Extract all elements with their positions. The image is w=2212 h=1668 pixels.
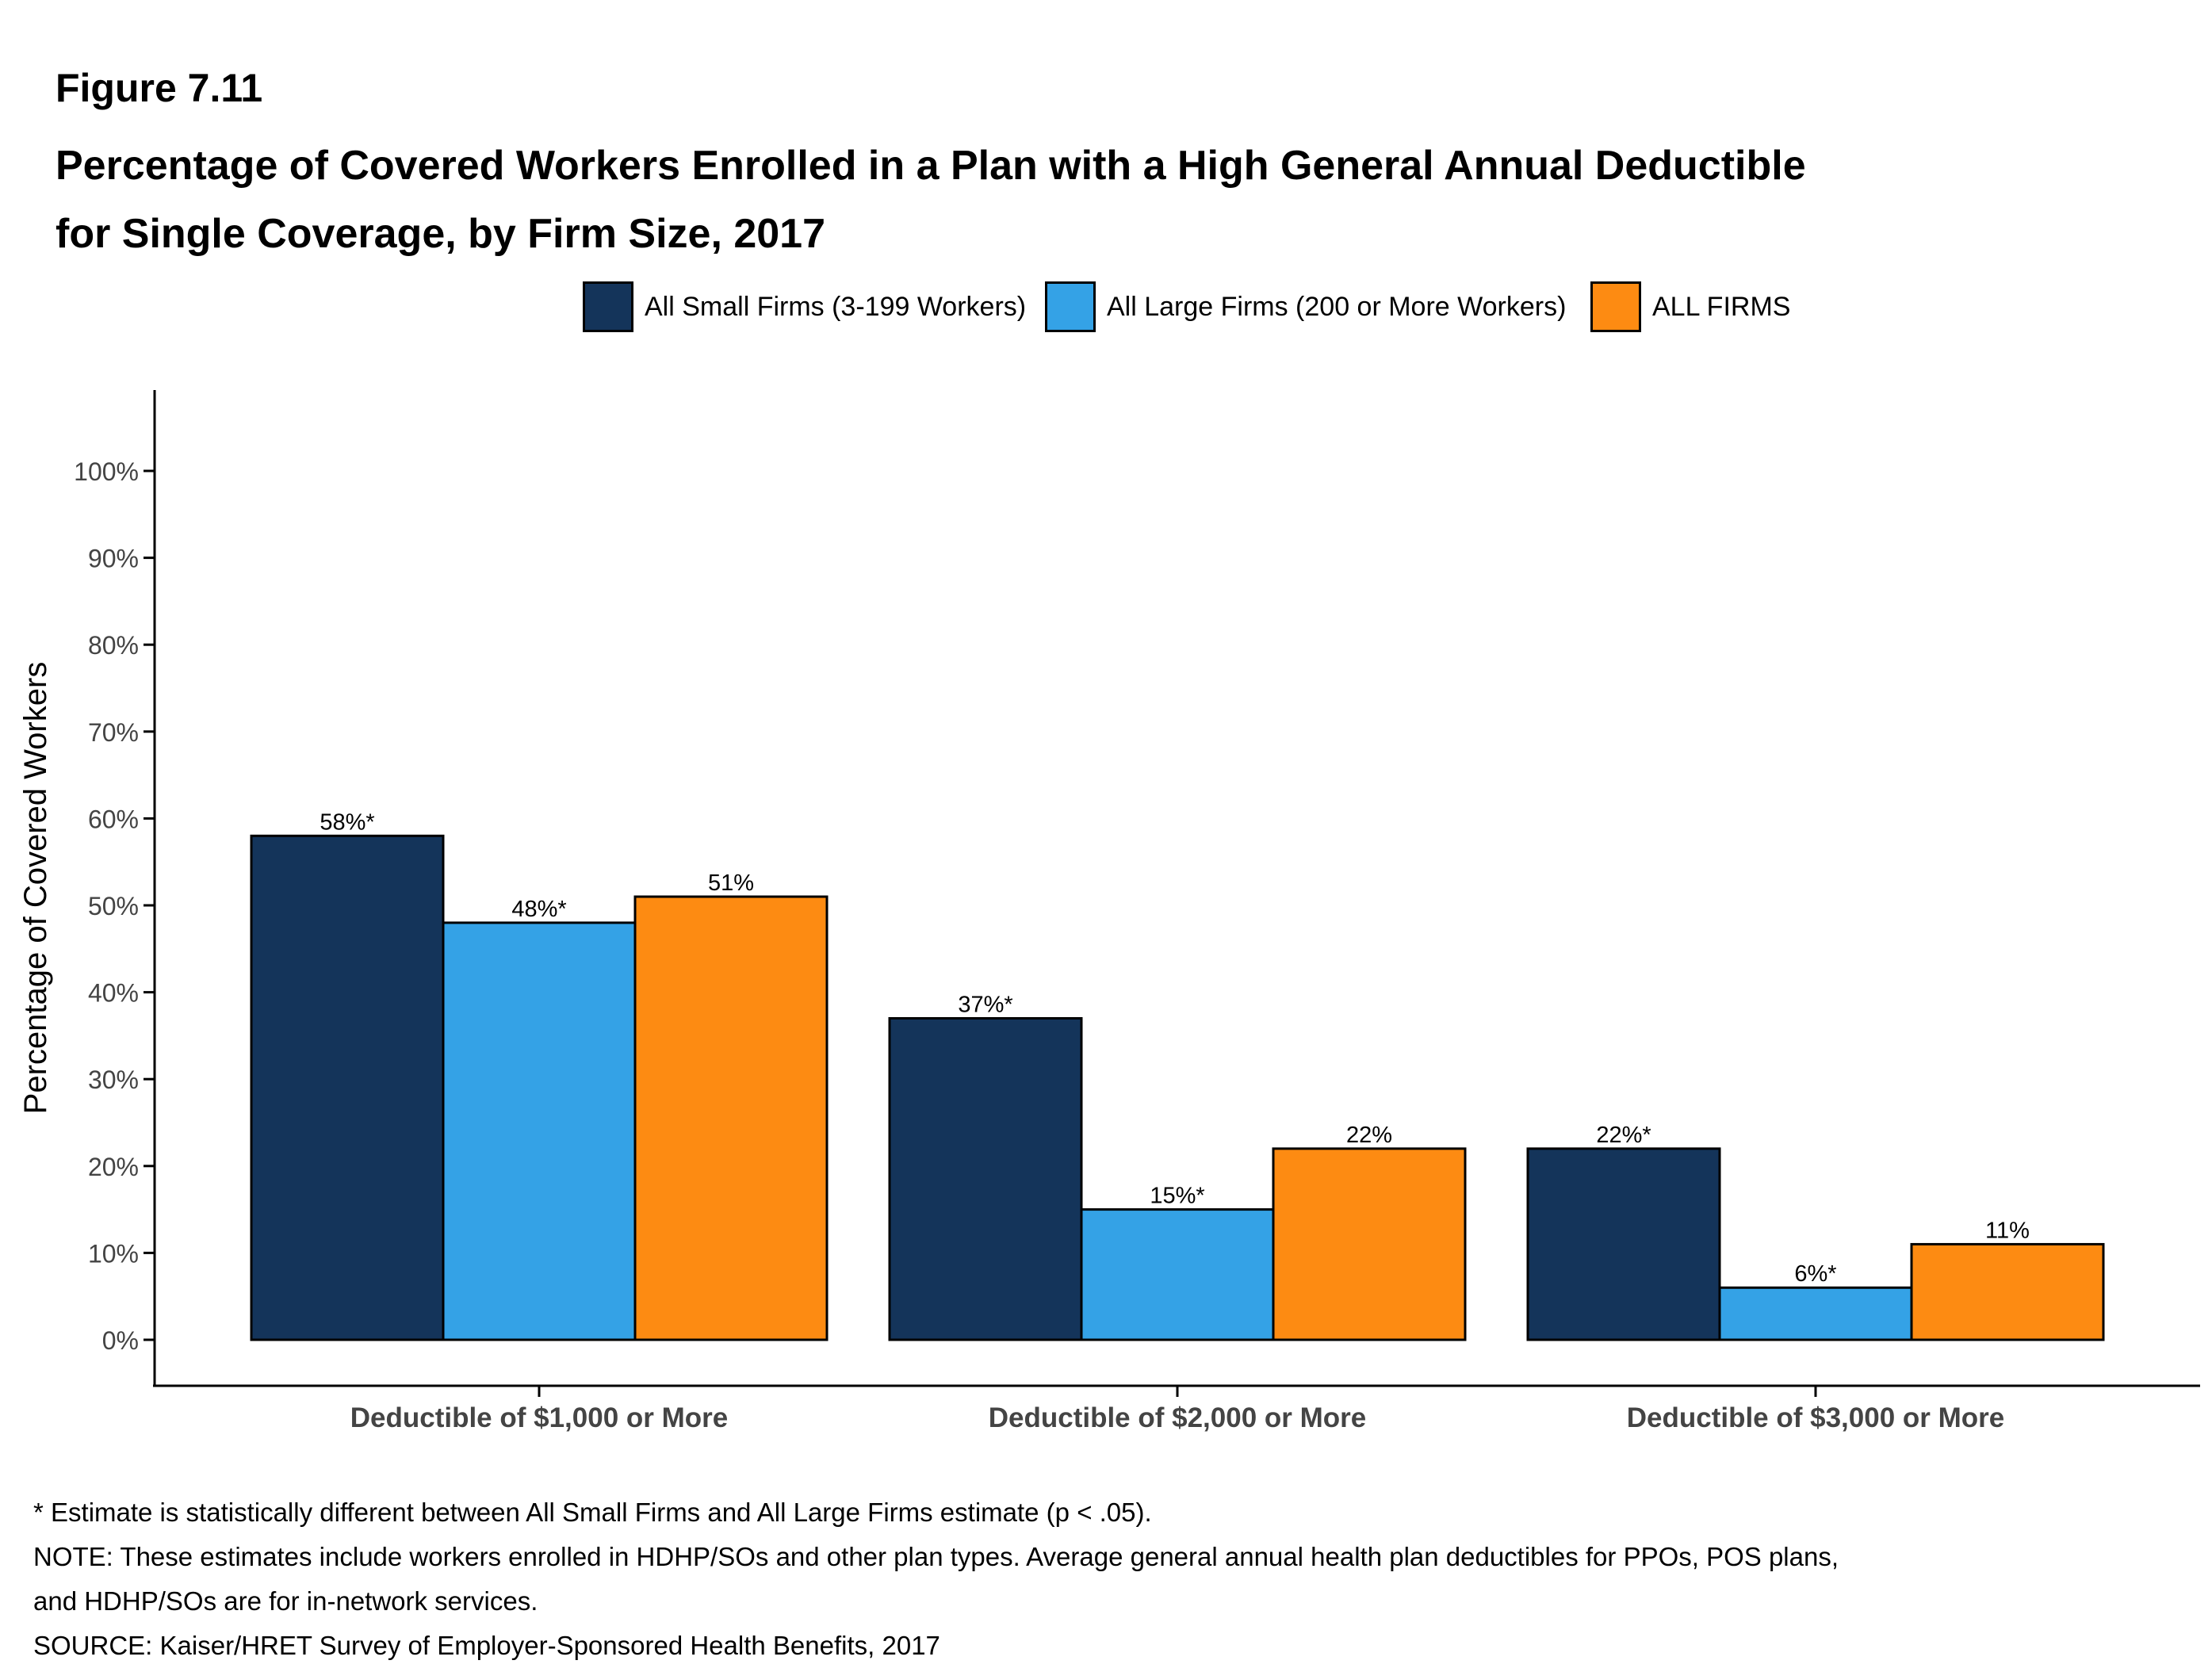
bar <box>1272 1147 1467 1341</box>
footnote-significance: * Estimate is statistically different be… <box>33 1498 1152 1527</box>
footnotes: * Estimate is statistically different be… <box>33 1490 1839 1668</box>
legend-item-small-firms: All Small Firms (3-199 Workers) <box>583 277 1026 336</box>
chart-title: Percentage of Covered Workers Enrolled i… <box>55 132 2117 268</box>
x-tick-label: Deductible of $3,000 or More <box>1627 1402 2005 1433</box>
y-tick-label: 40% <box>88 979 139 1008</box>
bar <box>1910 1242 2105 1341</box>
bar-data-label: 15%* <box>1150 1184 1204 1209</box>
footnote-note-line-2: and HDHP/SOs are for in-network services… <box>33 1586 538 1616</box>
y-tick-label: 70% <box>88 718 139 747</box>
y-tick-label: 80% <box>88 631 139 660</box>
y-tick-label: 50% <box>88 892 139 920</box>
y-tick-label: 100% <box>74 457 139 486</box>
legend-item-large-firms: All Large Firms (200 or More Workers) <box>1045 277 1566 336</box>
title-line-1: Percentage of Covered Workers Enrolled i… <box>55 143 1806 189</box>
bar <box>1718 1286 1913 1341</box>
y-tick-label: 20% <box>88 1153 139 1181</box>
bar <box>888 1016 1083 1341</box>
bar <box>633 895 829 1341</box>
x-tick-label: Deductible of $2,000 or More <box>989 1402 1367 1433</box>
y-tick-label: 90% <box>88 545 139 573</box>
figure-label: Figure 7.11 <box>55 66 263 110</box>
bar-data-label: 58%* <box>320 809 374 835</box>
legend-label-large-firms: All Large Firms (200 or More Workers) <box>1107 291 1567 322</box>
bar-data-label: 51% <box>708 870 754 896</box>
bar <box>442 921 637 1341</box>
bar-data-label: 22%* <box>1596 1123 1651 1148</box>
bar-data-label: 11% <box>1985 1218 2030 1243</box>
legend-label-small-firms: All Small Firms (3-199 Workers) <box>645 291 1027 322</box>
y-tick-label: 60% <box>88 805 139 833</box>
footnote-source: SOURCE: Kaiser/HRET Survey of Employer-S… <box>33 1631 940 1660</box>
legend-swatch-all-firms <box>1590 281 1641 332</box>
bar-data-label: 48%* <box>511 897 566 922</box>
bar-chart: 0% 10% 20% 30% 40% 50% 60% 70% 80% 90% 100% Percent… <box>18 390 2200 1433</box>
y-tick-label: 10% <box>88 1239 139 1268</box>
legend-item-all-firms: ALL FIRMS <box>1590 277 1790 336</box>
bar <box>1526 1147 1721 1341</box>
y-tick-label: 30% <box>88 1065 139 1094</box>
legend: All Small Firms (3-199 Workers) All Larg… <box>0 277 2212 336</box>
y-tick-label: 0% <box>102 1326 139 1355</box>
footnote-note-line-1: NOTE: These estimates include workers en… <box>33 1542 1839 1571</box>
bar <box>250 834 445 1341</box>
bar-data-label: 37%* <box>958 992 1012 1017</box>
x-tick-label: Deductible of $1,000 or More <box>350 1402 729 1433</box>
bar <box>1080 1208 1275 1341</box>
legend-label-all-firms: ALL FIRMS <box>1652 291 1791 322</box>
bar-data-label: 6%* <box>1794 1261 1836 1287</box>
legend-swatch-small-firms <box>583 281 633 332</box>
y-axis-title: Percentage of Covered Workers <box>18 662 53 1115</box>
bar-data-label: 22% <box>1346 1123 1392 1148</box>
title-line-2: for Single Coverage, by Firm Size, 2017 <box>55 211 826 257</box>
legend-swatch-large-firms <box>1045 281 1096 332</box>
